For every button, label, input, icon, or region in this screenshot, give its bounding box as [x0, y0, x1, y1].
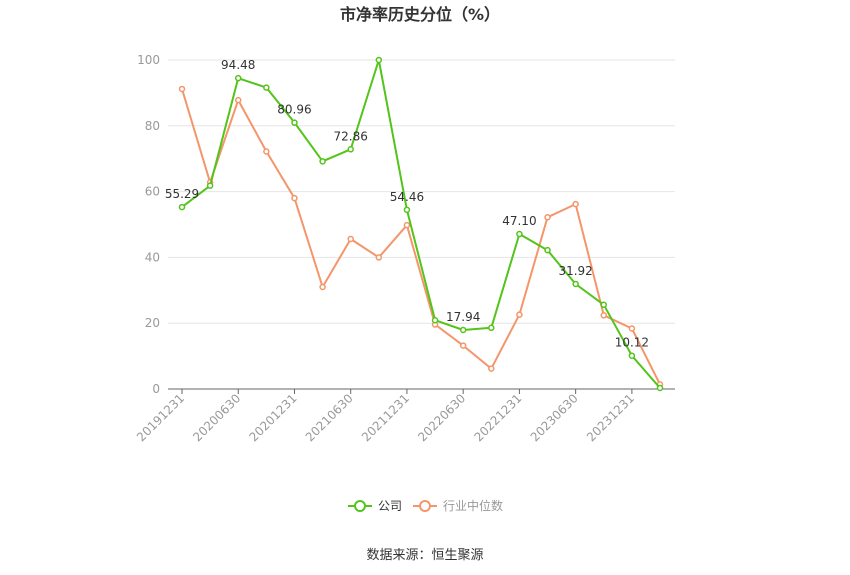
- data-label: 31.92: [558, 264, 592, 278]
- legend-swatch-marker: [354, 500, 366, 512]
- y-tick-label: 0: [152, 382, 160, 396]
- x-tick-label: 20191231: [134, 391, 187, 444]
- data-point: [234, 74, 242, 82]
- legend-swatch-marker: [419, 500, 431, 512]
- legend-item-1[interactable]: 行业中位数: [413, 498, 503, 513]
- data-source: 数据来源：恒生聚源: [366, 548, 483, 563]
- data-label: 72.86: [334, 129, 368, 143]
- y-tick-label: 20: [145, 316, 160, 330]
- data-point: [516, 230, 523, 238]
- data-point: [178, 203, 186, 211]
- data-point: [206, 182, 214, 189]
- data-label: 10.12: [615, 336, 649, 350]
- data-point: [375, 56, 383, 64]
- x-tick-label: 20201231: [247, 391, 300, 444]
- data-point: [628, 352, 636, 359]
- chart-title: 市净率历史分位（%）: [340, 5, 500, 24]
- data-point: [544, 214, 551, 221]
- data-point: [488, 365, 495, 372]
- x-tick-label: 20211231: [359, 391, 412, 444]
- data-point: [572, 200, 579, 208]
- data-point: [628, 325, 636, 332]
- data-point: [347, 235, 354, 243]
- x-tick-label: 20210630: [303, 391, 356, 444]
- data-point: [375, 254, 383, 261]
- data-point: [234, 96, 242, 104]
- data-point: [403, 206, 411, 214]
- data-point: [178, 85, 186, 93]
- series-line-0: [181, 59, 661, 389]
- data-point: [600, 312, 608, 319]
- data-label: 47.10: [502, 214, 536, 228]
- data-point: [319, 283, 326, 291]
- data-point: [488, 324, 495, 332]
- data-point: [600, 301, 608, 309]
- y-tick-label: 100: [137, 53, 160, 67]
- legend-label: 公司: [378, 499, 402, 513]
- data-label: 94.48: [221, 58, 255, 72]
- y-tick-label: 80: [145, 119, 160, 133]
- x-tick-label: 20230630: [528, 391, 581, 444]
- data-point: [291, 194, 298, 202]
- y-tick-label: 40: [145, 250, 160, 264]
- data-label: 17.94: [446, 310, 480, 324]
- data-point: [403, 221, 411, 229]
- data-point: [459, 326, 467, 334]
- data-point: [291, 119, 298, 126]
- data-point: [516, 311, 523, 318]
- data-point: [347, 146, 354, 153]
- data-point: [263, 84, 270, 91]
- x-tick-label: 20221231: [471, 391, 524, 444]
- legend-item-0[interactable]: 公司: [348, 499, 402, 513]
- data-point: [319, 158, 326, 165]
- data-label: 80.96: [277, 103, 311, 117]
- data-point: [263, 148, 270, 155]
- data-point: [544, 246, 551, 254]
- x-tick-label: 20231231: [584, 391, 637, 444]
- data-point: [572, 280, 579, 288]
- data-point: [431, 316, 439, 324]
- data-label: 55.29: [165, 187, 199, 201]
- data-label: 54.46: [390, 190, 424, 204]
- x-tick-label: 20200630: [190, 391, 243, 444]
- legend-label: 行业中位数: [443, 498, 503, 513]
- data-point: [459, 342, 467, 349]
- legend: 公司 行业中位数: [348, 498, 503, 513]
- x-tick-label: 20220630: [415, 391, 468, 444]
- data-point: [656, 384, 664, 392]
- y-tick-label: 60: [145, 185, 160, 199]
- series-line-1: [181, 88, 661, 385]
- series-layer: 55.29 94.48 80.96 72.86 54.46 17.94 47.10 31.92…: [165, 56, 664, 392]
